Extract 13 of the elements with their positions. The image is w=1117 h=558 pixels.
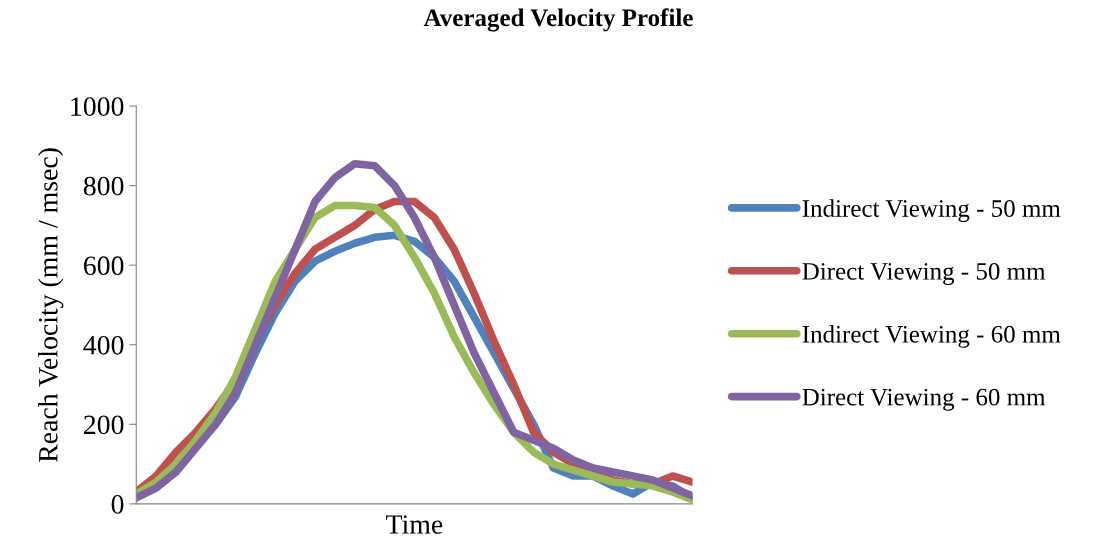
x-axis-title: Time xyxy=(386,515,443,534)
y-tick-label: 600 xyxy=(84,256,124,276)
legend-label: Indirect Viewing - 50 mm xyxy=(802,199,1061,223)
legend-label: Direct Viewing - 60 mm xyxy=(802,388,1046,411)
y-tick-label: 200 xyxy=(84,415,124,435)
y-axis-title: Reach Velocity (mm / msec) xyxy=(38,148,64,463)
legend-label: Indirect Viewing - 60 mm xyxy=(802,325,1061,348)
y-tick-label: 400 xyxy=(83,335,124,355)
y-tick-label: 0 xyxy=(111,495,124,514)
chart-title: Averaged Velocity Profile xyxy=(423,8,693,32)
legend-label: Direct Viewing - 50 mm xyxy=(802,262,1046,285)
y-tick-label: 1000 xyxy=(71,97,124,116)
y-tick-label: 800 xyxy=(83,176,124,196)
